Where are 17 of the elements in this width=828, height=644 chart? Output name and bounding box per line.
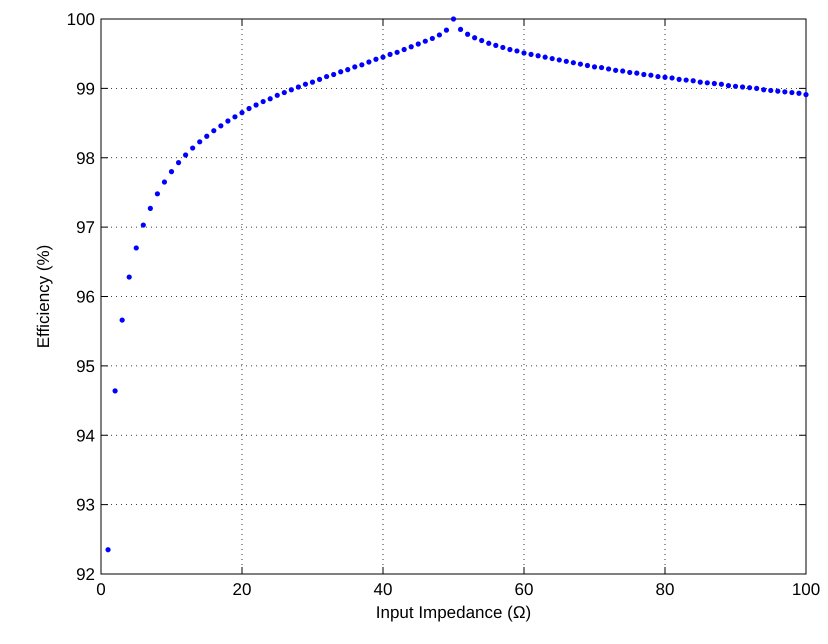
x-axis-title: Input Impedance (Ω) [376, 603, 532, 622]
x-tick-label: 80 [656, 580, 674, 599]
y-tick-label: 97 [76, 218, 95, 238]
x-tick-label: 20 [232, 580, 252, 599]
y-tick-label: 93 [76, 496, 95, 515]
y-tick-label: 94 [76, 426, 95, 446]
x-tick-label: 0 [96, 580, 106, 599]
y-tick-label: 95 [76, 356, 95, 376]
y-tick-label: 99 [76, 79, 95, 98]
x-tick-label: 60 [514, 580, 534, 599]
y-tick-label: 98 [76, 148, 95, 168]
y-axis-title: Efficiency (%) [34, 244, 53, 348]
y-tick-label: 92 [76, 565, 95, 584]
x-tick-label: 40 [374, 580, 392, 599]
x-tick-label: 100 [792, 580, 820, 599]
y-tick-label: 100 [66, 10, 95, 29]
y-tick-label: 96 [76, 288, 95, 306]
